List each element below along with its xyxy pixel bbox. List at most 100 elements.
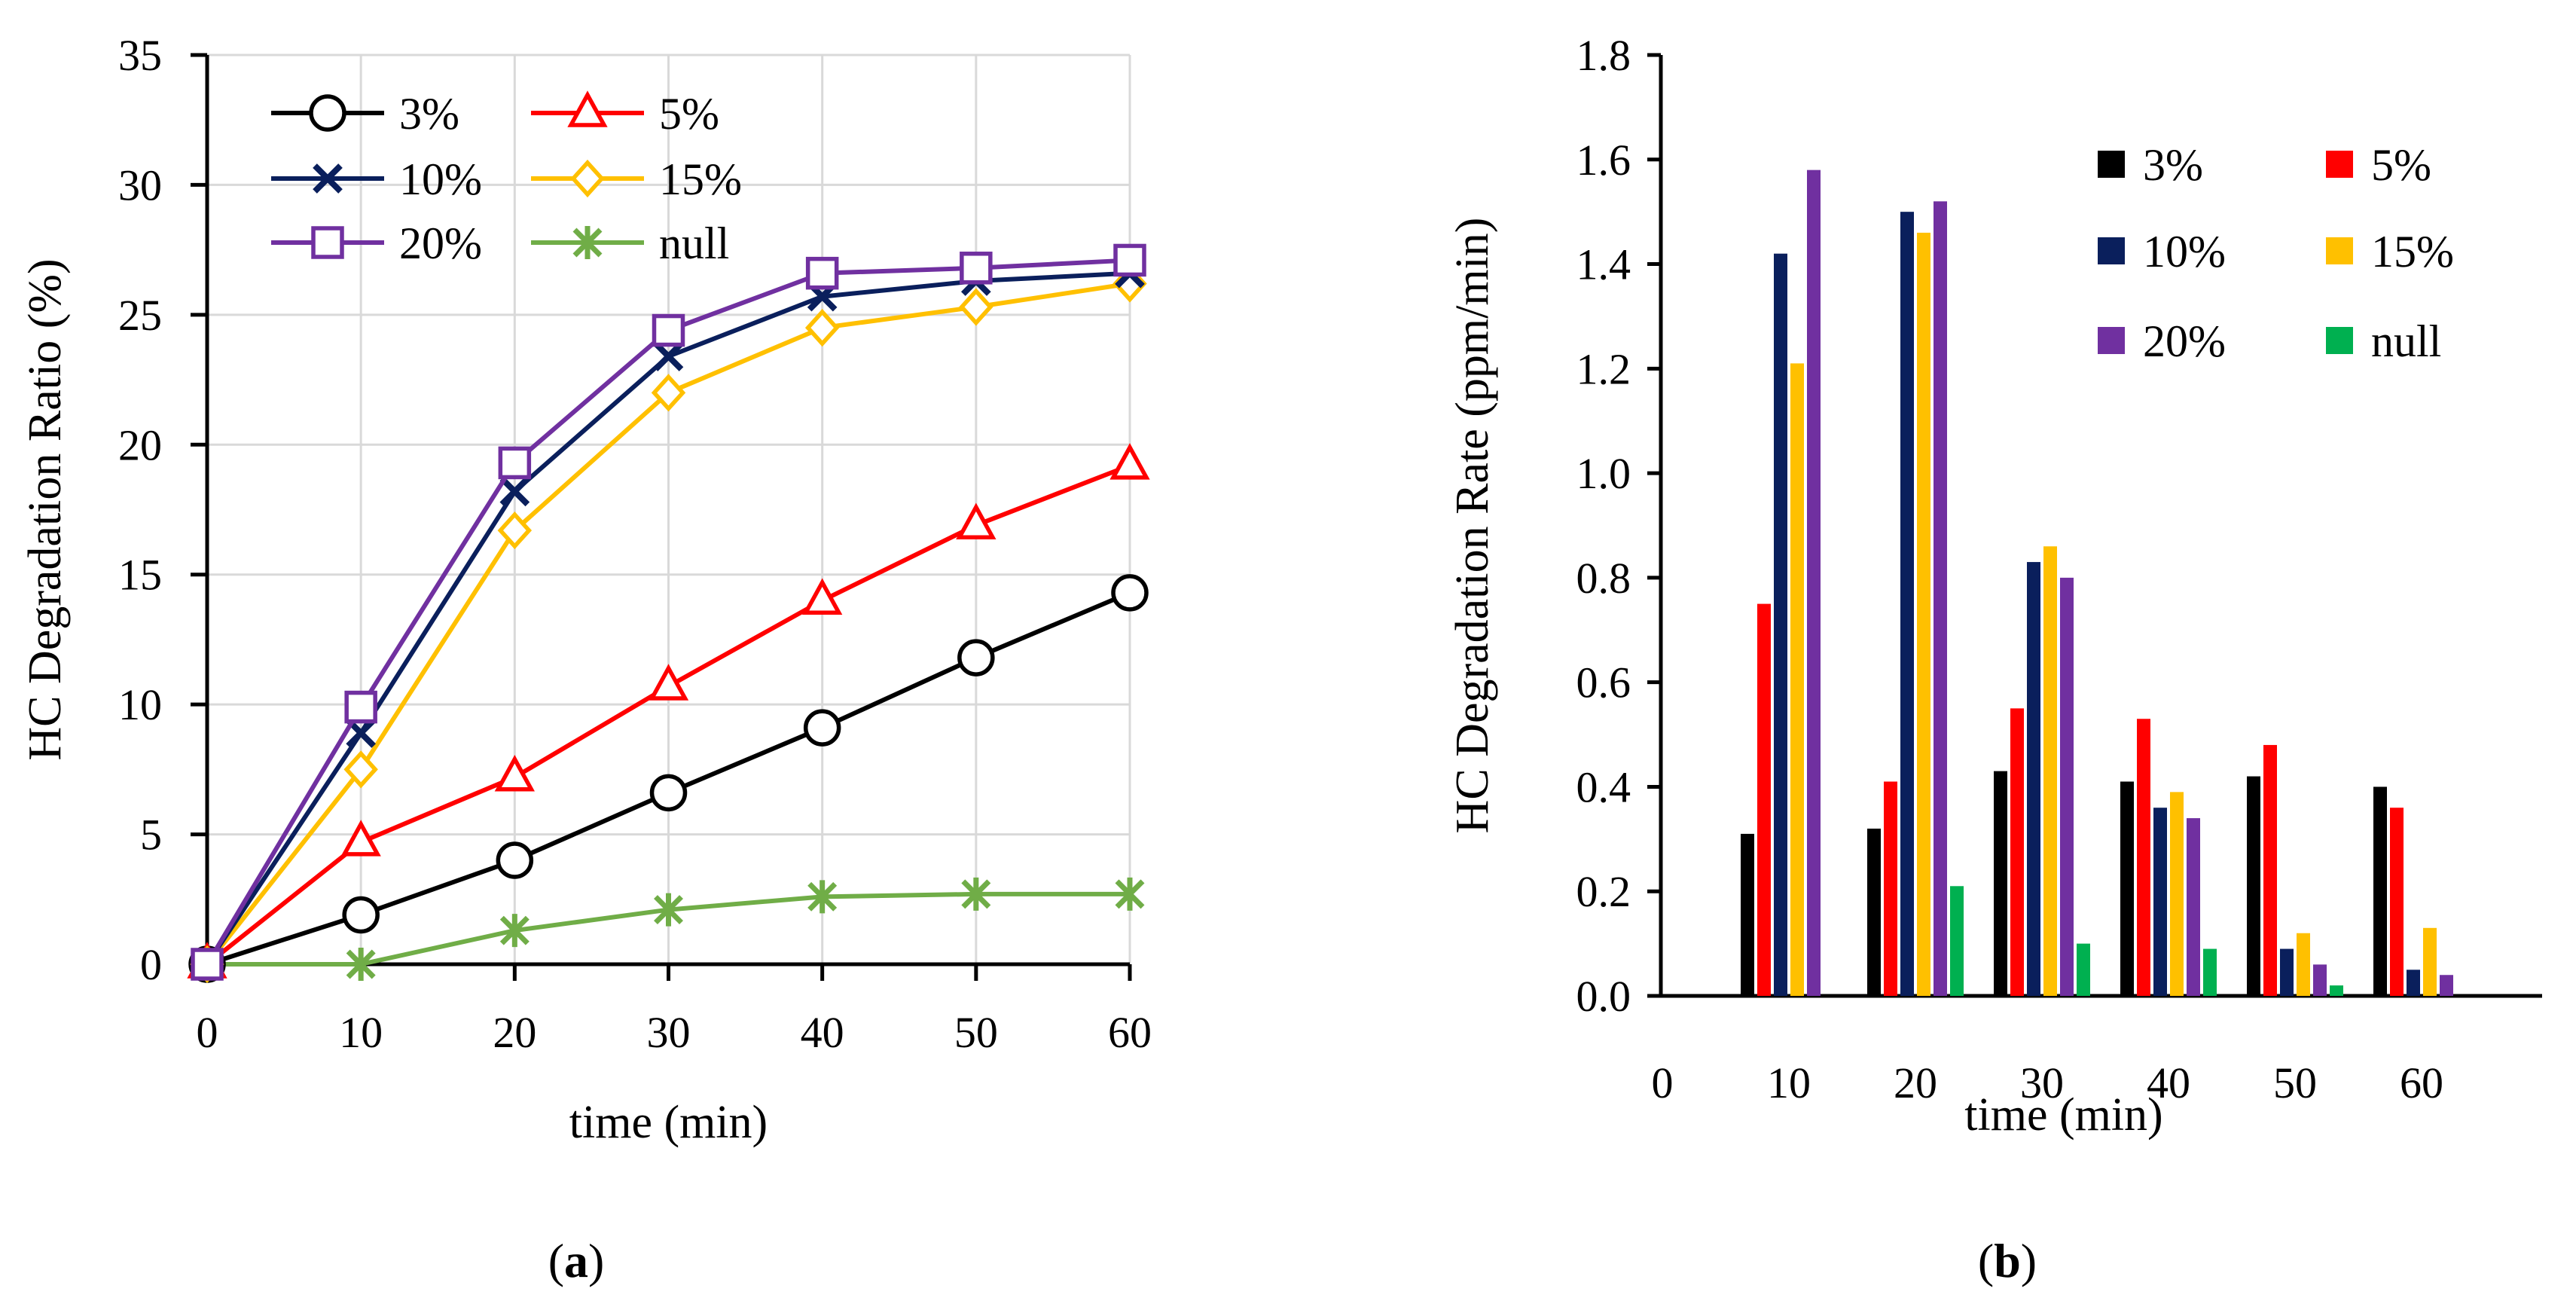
y-tick-label: 10: [118, 680, 162, 729]
y-tick-label: 1.8: [1576, 31, 1631, 80]
point-3pct: [496, 841, 534, 879]
point-null: [1115, 877, 1145, 911]
legend-swatch-20pct: [2098, 327, 2125, 354]
bar-15pct-t60: [2423, 927, 2437, 996]
bar-20pct-t40: [2187, 818, 2200, 996]
chart-a: 0 5 10 15 20 25 30 35 0 10 20 30 40 50 60 time (min) HC …: [20, 31, 1152, 1148]
legend-label-10pct: 10%: [399, 154, 482, 204]
point-20pct: [191, 948, 224, 981]
x-tick-label: 10: [1767, 1058, 1811, 1107]
point-3pct: [803, 709, 841, 747]
x-tick-label: 0: [197, 1008, 218, 1057]
point-3pct: [342, 896, 380, 934]
legend-marker-null: [572, 226, 603, 259]
y-tick-label: 0.4: [1576, 762, 1631, 811]
y-tick-label: 20: [118, 420, 162, 469]
bar-5pct-t60: [2390, 808, 2404, 996]
bar-15pct-t20: [1917, 232, 1930, 996]
y-tick-label: 25: [118, 291, 162, 340]
bar-null-t20: [1950, 886, 1964, 996]
bar-10pct-t40: [2153, 808, 2167, 996]
x-tick-label: 20: [1894, 1058, 1937, 1107]
y-tick-label: 0.2: [1576, 867, 1631, 916]
chart-b: 0.0 0.2 0.4 0.6 0.8 1.0 1.2 1.4 1.6 1.8 10 20 30 40 50…: [1447, 31, 2542, 1141]
legend-swatch-3pct: [2098, 151, 2125, 178]
point-15pct: [497, 511, 533, 550]
legend-label-15pct: 15%: [2371, 227, 2454, 276]
y-tick-label: 0: [140, 940, 162, 989]
x-tick-label: 0: [1652, 1058, 1674, 1107]
legend-label-5pct: 5%: [659, 89, 719, 139]
y-tick-label: 30: [118, 160, 162, 209]
bar-15pct-t50: [2297, 933, 2310, 996]
legend-marker-20pct: [311, 226, 344, 259]
point-3pct: [1111, 574, 1149, 612]
point-15pct: [804, 309, 840, 347]
bar-3pct-t50: [2247, 776, 2260, 996]
bar-3pct-t60: [2373, 786, 2387, 996]
y-axis-label: HC Degradation Rate (ppm/min): [1447, 218, 1498, 834]
x-tick-label: 30: [647, 1008, 691, 1057]
point-15pct: [959, 288, 993, 326]
legend-marker-5pct: [567, 90, 608, 127]
x-tick-label: 20: [493, 1008, 536, 1057]
bar-3pct-t10: [1741, 833, 1754, 996]
bar-20pct-t50: [2313, 964, 2327, 996]
point-3pct: [957, 639, 995, 676]
point-20pct: [805, 256, 839, 290]
point-null: [807, 880, 838, 914]
y-tick-label: 0.8: [1576, 554, 1631, 603]
legend-label-5pct: 5%: [2371, 140, 2431, 190]
legend-label-15pct: 15%: [659, 154, 742, 204]
legend-swatch-10pct: [2098, 237, 2125, 264]
point-null: [346, 948, 376, 981]
bar-20pct-t20: [1934, 201, 1947, 997]
x-tick-label: 50: [2273, 1058, 2317, 1107]
point-null: [654, 893, 683, 927]
point-15pct: [651, 374, 686, 412]
point-20pct: [344, 690, 377, 724]
point-10pct: [653, 341, 684, 371]
legend-marker-15pct: [570, 159, 605, 198]
legend-label-20pct: 20%: [2143, 316, 2226, 366]
bar-20pct-t30: [2060, 577, 2074, 996]
point-5pct: [956, 502, 997, 539]
point-null: [961, 877, 991, 911]
x-tick-label: 40: [801, 1008, 844, 1057]
y-tick-label: 15: [118, 551, 162, 600]
bar-20pct-t60: [2440, 975, 2453, 996]
x-tick-label: 60: [1108, 1008, 1152, 1057]
x-tick-label: 50: [954, 1008, 998, 1057]
legend-label-3pct: 3%: [399, 89, 459, 139]
y-tick-label: 35: [118, 31, 162, 80]
legend-swatch-5pct: [2326, 151, 2353, 178]
x-tick-label: 10: [339, 1008, 383, 1057]
point-20pct: [1113, 243, 1146, 277]
caption-a: (a): [548, 1234, 605, 1287]
bar-10pct-t30: [2027, 562, 2040, 996]
point-5pct: [340, 820, 381, 857]
point-20pct: [498, 446, 532, 480]
y-tick-label: 1.4: [1576, 240, 1631, 289]
point-10pct: [499, 476, 530, 507]
y-tick-label: 1.0: [1576, 449, 1631, 498]
legend-swatch-null: [2326, 327, 2353, 354]
legend-label-null: null: [659, 218, 729, 268]
legend-label-10pct: 10%: [2143, 227, 2226, 276]
bar-3pct-t30: [1994, 771, 2007, 996]
bar-5pct-t20: [1884, 781, 1897, 996]
point-5pct: [1109, 443, 1150, 480]
bar-null-t50: [2330, 985, 2343, 996]
legend-label-3pct: 3%: [2143, 140, 2203, 190]
point-3pct: [649, 774, 688, 812]
bar-5pct-t10: [1757, 603, 1771, 996]
x-tick-label: 30: [2020, 1058, 2064, 1107]
bar-15pct-t30: [2043, 546, 2057, 996]
point-5pct: [802, 578, 843, 615]
bar-20pct-t10: [1807, 169, 1821, 997]
bar-10pct-t50: [2280, 948, 2294, 996]
x-axis-label: time (min): [1964, 1089, 2162, 1141]
y-tick-label: 1.2: [1576, 344, 1631, 393]
bar-10pct-t60: [2407, 970, 2420, 996]
x-tick-label: 60: [2400, 1058, 2443, 1107]
